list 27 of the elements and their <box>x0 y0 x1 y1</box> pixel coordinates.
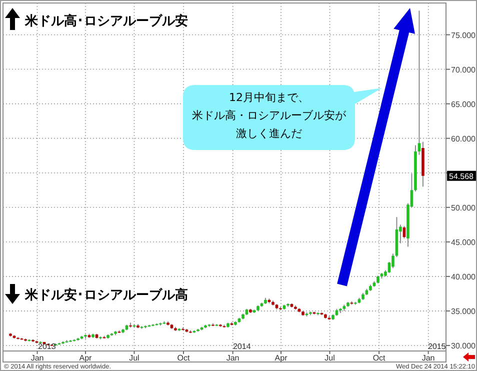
y-tick-label: 65.000 <box>451 100 476 109</box>
x-tick-label: Apr <box>274 354 288 362</box>
annotation: 2013 <box>38 342 56 351</box>
y-tick-label: 60.000 <box>451 134 476 144</box>
x-tick-label: Apr <box>79 354 92 362</box>
y-tick-label: 35.000 <box>451 306 476 316</box>
y-tick-label: 75.000 <box>451 30 476 40</box>
x-tick-label: Oct <box>372 354 386 362</box>
x-tick-label: Jan <box>226 354 240 362</box>
y-tick-label: 50.000 <box>451 203 476 212</box>
y-tick-label: 30.000 <box>451 341 476 350</box>
annotation: 2014 <box>233 342 252 351</box>
annotation: 54.568 <box>449 172 474 181</box>
y-tick-label: 70.000 <box>451 65 476 74</box>
x-tick-label: Jan <box>422 354 435 362</box>
x-tick-label: Oct <box>177 354 191 362</box>
x-tick-label: Jan <box>30 354 44 362</box>
annotation: 米ドル高・ロシアルーブル安が <box>192 109 347 122</box>
x-tick-label: Jul <box>324 354 336 362</box>
x-tick-label: Jul <box>129 354 140 362</box>
annotation: 激しく進んだ <box>236 127 302 140</box>
annotation: 米ドル安･ロシアルーブル高 <box>24 287 188 303</box>
annotation: 12月中旬まで、 <box>229 91 309 104</box>
annotation: 2015 <box>428 342 446 351</box>
y-tick-label: 45.000 <box>451 238 476 247</box>
y-tick-label: 40.000 <box>451 272 476 282</box>
annotation: 米ドル高･ロシアルーブル安 <box>24 13 188 29</box>
